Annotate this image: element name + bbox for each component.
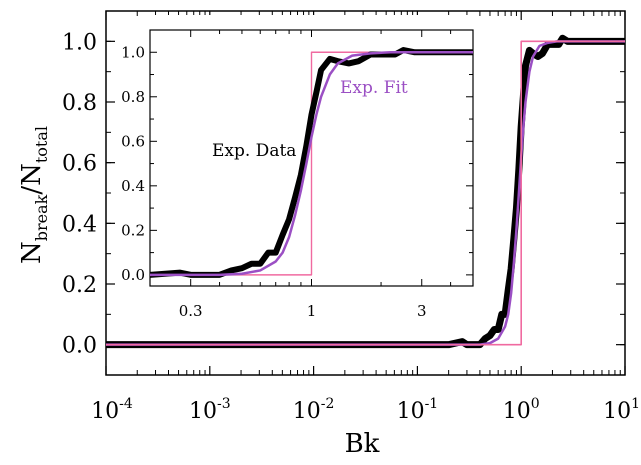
inset-y-tick-label: 0.2 [121, 221, 145, 239]
inset-annotation-exp-data: Exp. Data [212, 141, 296, 161]
main-x-tick-label: 100 [503, 396, 540, 424]
main-x-tick-label: 10-2 [293, 396, 335, 424]
y-axis-title-slash: / [17, 186, 47, 195]
y-axis-title-den: N [17, 163, 47, 186]
y-axis-title-num-sub: break [32, 194, 51, 241]
y-axis-title: Nbreak/Ntotal [17, 126, 51, 264]
main-x-tick-label: 10-1 [397, 396, 439, 424]
main-y-tick-label: 1.0 [62, 30, 97, 55]
inset-y-tick-label: 0.6 [121, 132, 145, 150]
main-x-tick-label: 10-3 [189, 396, 231, 424]
inset-x-tick-label: 1 [307, 302, 317, 320]
inset-y-tick-label: 1.0 [121, 43, 145, 61]
main-tick-labels: 10-4 10-3 10-2 10-1 100 101 0.0 0.2 0.4 0.6 0.8 1.0 [62, 30, 640, 424]
inset-series-line-exp-fit [150, 51, 473, 277]
inset-y-tick-label: 0.0 [121, 266, 145, 284]
inset-x-tick-label: 0.3 [179, 302, 203, 320]
main-y-tick-label: 0.8 [62, 91, 97, 116]
y-axis-title-num: N [17, 241, 47, 264]
main-y-tick-label: 0.4 [62, 212, 97, 237]
inset-tick-labels: 0.3 1 3 0.0 0.2 0.4 0.6 0.8 1.0 [121, 43, 426, 320]
inset-series [150, 47, 473, 278]
main-series [106, 34, 625, 349]
main-series-line-exp-fit [106, 40, 625, 346]
inset-annotation-exp-fit: Exp. Fit [340, 78, 408, 98]
inset-y-tick-label: 0.8 [121, 88, 145, 106]
inset-y-tick-label: 0.4 [121, 177, 145, 195]
x-axis-title: Bk [345, 429, 380, 459]
main-series-line-step [106, 40, 625, 346]
inset-x-tick-label: 3 [417, 302, 427, 320]
main-y-tick-label: 0.0 [62, 334, 97, 359]
y-axis-title-den-sub: total [32, 126, 51, 163]
main-x-tick-label: 10-4 [91, 396, 133, 424]
main-y-tick-label: 0.6 [62, 152, 97, 177]
main-y-tick-label: 0.2 [62, 273, 97, 298]
main-x-tick-label: 101 [603, 396, 640, 424]
inset-ticks [149, 30, 474, 286]
